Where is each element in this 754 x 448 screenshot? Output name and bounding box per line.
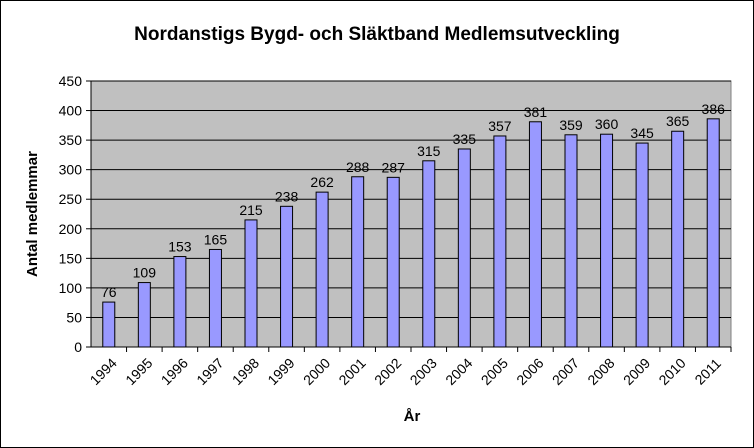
bar-1994 — [102, 301, 116, 348]
gridlines — [91, 80, 731, 318]
x-tick-label-1997: 1997 — [193, 355, 226, 388]
y-tick-label: 200 — [59, 221, 83, 237]
data-label-2003: 315 — [417, 143, 441, 159]
data-label-1997: 165 — [204, 231, 228, 247]
x-tick-label-2010: 2010 — [655, 355, 688, 388]
y-tick-label: 400 — [59, 103, 83, 119]
x-tick-label-1996: 1996 — [158, 355, 191, 388]
data-label-2002: 287 — [382, 159, 406, 175]
data-label-2010: 365 — [666, 113, 690, 129]
chart-title: Nordanstigs Bygd- och Släktband Medlemsu… — [134, 24, 620, 45]
bar-1999 — [280, 205, 294, 348]
plot-area — [90, 80, 732, 348]
y-tick-label: 0 — [74, 339, 82, 355]
bar-2008 — [600, 133, 614, 348]
data-label-1998: 215 — [239, 202, 263, 218]
x-tick-label-2002: 2002 — [371, 355, 404, 388]
data-label-2009: 345 — [630, 125, 654, 141]
x-tick-label-1998: 1998 — [229, 355, 262, 388]
data-label-1994: 76 — [101, 284, 117, 300]
x-tick-label-2005: 2005 — [478, 355, 511, 388]
bar-2002 — [386, 176, 400, 348]
bar-1996 — [173, 256, 187, 348]
bar-2011 — [706, 118, 720, 348]
y-tick-label: 150 — [59, 250, 83, 266]
y-axis-title: Antal medlemmar — [24, 151, 41, 277]
bar-2003 — [422, 160, 436, 348]
y-tick-label: 50 — [66, 309, 82, 325]
y-tick-label: 250 — [59, 191, 83, 207]
data-label-1999: 238 — [275, 188, 299, 204]
x-tick-label-2004: 2004 — [442, 355, 475, 388]
bar-2004 — [457, 148, 471, 348]
x-tick-label-1995: 1995 — [122, 355, 155, 388]
x-tick-label-2008: 2008 — [584, 355, 617, 388]
bar-1998 — [244, 219, 258, 348]
bar-2010 — [671, 130, 685, 348]
data-label-2006: 381 — [524, 104, 548, 120]
data-label-2005: 357 — [488, 118, 512, 134]
data-label-2001: 288 — [346, 159, 370, 175]
data-label-1995: 109 — [133, 265, 157, 281]
bar-2005 — [493, 135, 507, 348]
x-tick-label-2000: 2000 — [300, 355, 333, 388]
y-tick-label: 100 — [59, 280, 83, 296]
x-tick-label-1999: 1999 — [264, 355, 297, 388]
bar-2000 — [315, 191, 329, 348]
x-tick-label-2011: 2011 — [691, 355, 724, 388]
data-label-2000: 262 — [310, 174, 334, 190]
data-label-2007: 359 — [559, 117, 583, 133]
y-tick-label: 300 — [59, 162, 83, 178]
x-tick-label-2001: 2001 — [335, 355, 368, 388]
x-tick-label-1994: 1994 — [87, 355, 120, 388]
x-axis-title: År — [404, 408, 421, 425]
bar-2006 — [528, 121, 542, 348]
x-axis-ticks: 1994 1995 1996 1997 1998 1999 2000 2001 2002 2003… — [87, 347, 732, 388]
data-labels: 76 109 153 165 215 238 262 288 287 315 335 357 381 35… — [101, 101, 725, 300]
x-tick-label-2006: 2006 — [513, 355, 546, 388]
data-label-2011: 386 — [702, 101, 726, 117]
x-tick-label-2009: 2009 — [620, 355, 653, 388]
bar-2001 — [351, 176, 365, 348]
bar-2009 — [635, 142, 649, 348]
x-tick-label-2007: 2007 — [549, 355, 582, 388]
data-label-2004: 335 — [453, 131, 477, 147]
bar-2007 — [564, 134, 578, 348]
x-tick-label-2003: 2003 — [407, 355, 440, 388]
y-tick-label: 350 — [59, 132, 83, 148]
data-label-2008: 360 — [595, 116, 619, 132]
y-tick-label: 450 — [59, 73, 83, 89]
bar-1997 — [208, 248, 222, 348]
bar-1995 — [137, 282, 151, 348]
data-label-1996: 153 — [168, 239, 192, 255]
